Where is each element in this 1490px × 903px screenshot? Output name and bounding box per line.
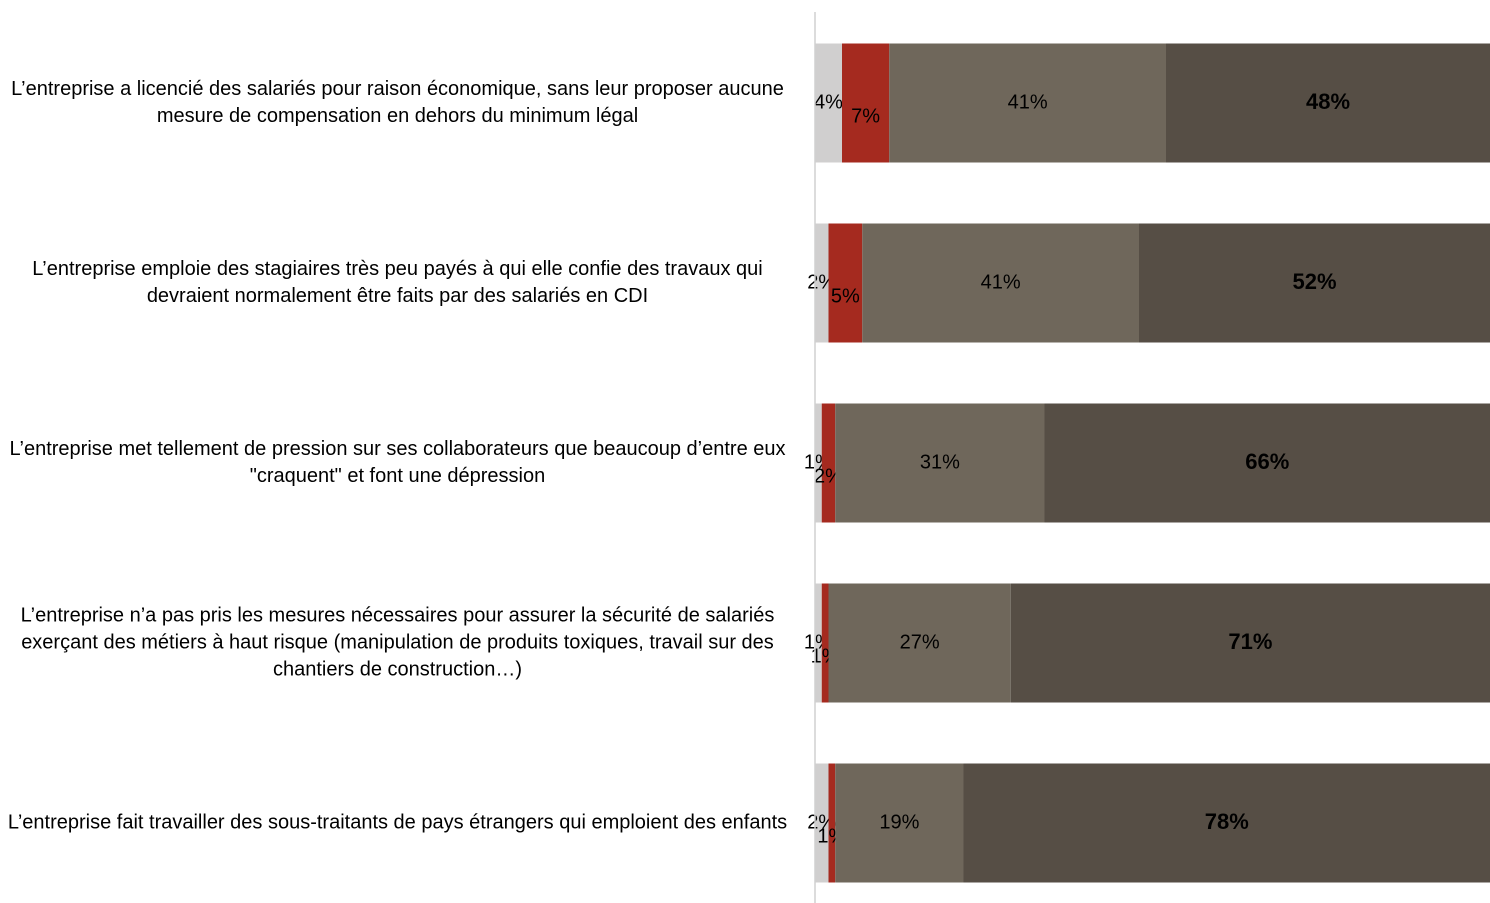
bar-segment (828, 763, 836, 883)
bar-segment (815, 223, 829, 343)
value-label: 52% (1292, 269, 1336, 294)
bar-segment (862, 223, 1139, 343)
bar-segment (842, 43, 890, 163)
bar-segment (815, 43, 842, 163)
value-label: 7% (851, 105, 880, 127)
category-label: L’entreprise fait travailler des sous-tr… (7, 811, 788, 834)
bar-segment (1044, 403, 1490, 523)
value-label: 48% (1306, 89, 1350, 114)
value-label: 27% (900, 631, 940, 653)
bar-segment (1010, 583, 1490, 703)
category-label: L’entreprise met tellement de pression s… (9, 438, 786, 487)
bar-segment (828, 223, 863, 343)
bar-segment (889, 43, 1166, 163)
bar-segment (815, 403, 822, 523)
bar-segment (815, 583, 822, 703)
value-label: 66% (1245, 449, 1289, 474)
value-label: 41% (981, 271, 1021, 293)
category-label: L’entreprise emploie des stagiaires très… (32, 258, 763, 307)
value-label: 4% (814, 91, 843, 113)
bar-segment (835, 763, 964, 883)
category-label: L’entreprise n’a pas pris les mesures né… (20, 604, 775, 681)
bar-segment (828, 583, 1011, 703)
bar-segment (821, 583, 829, 703)
bar-segment (963, 763, 1490, 883)
value-label: 78% (1205, 809, 1249, 834)
value-label: 31% (920, 451, 960, 473)
bar-segment (815, 763, 829, 883)
bar-segment (1139, 223, 1490, 343)
bar-segment (1166, 43, 1490, 163)
category-label: L’entreprise a licencié des salariés pou… (11, 78, 784, 127)
bar-segment (835, 403, 1045, 523)
value-label: 41% (1008, 91, 1048, 113)
value-label: 19% (879, 811, 919, 833)
value-label: 71% (1228, 629, 1272, 654)
value-label: 5% (831, 285, 860, 307)
bar-segment (821, 403, 836, 523)
